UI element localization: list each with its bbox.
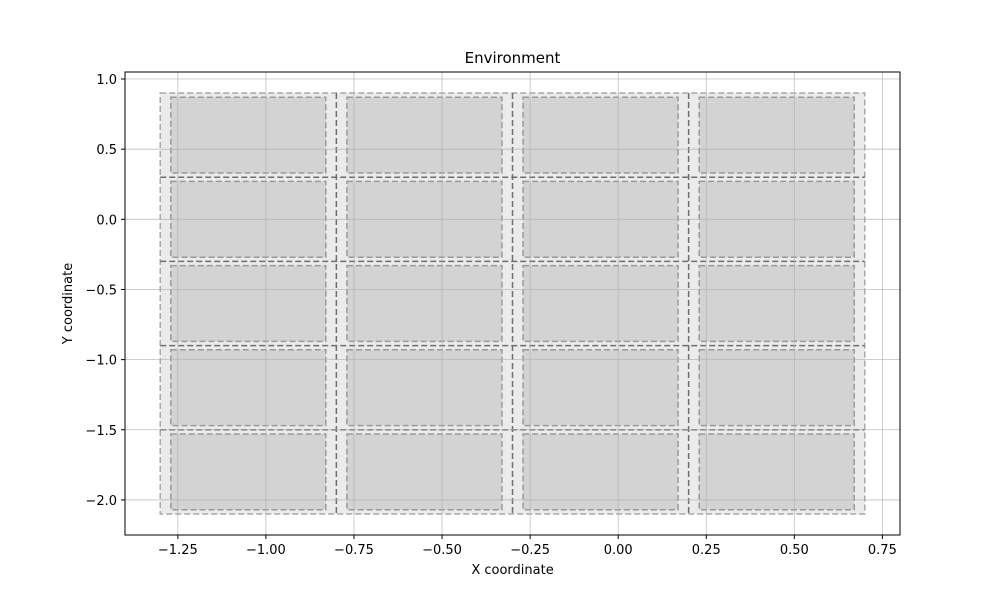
plot-area: [159, 92, 866, 515]
cell-r3-c4: [698, 264, 855, 343]
cell-r1-c2: [346, 96, 503, 174]
cell-r1-c4: [698, 96, 855, 174]
x-tick-label-7: 0.25: [692, 543, 721, 558]
y-tick-label-4: −0.5: [85, 283, 117, 298]
y-tick-label-5: −1.0: [85, 354, 117, 369]
x-axis-label: X coordinate: [471, 563, 553, 578]
x-tick-label-2: −1.00: [246, 543, 286, 558]
cell-r5-c3: [522, 433, 679, 511]
y-axis-label: Y coordinate: [61, 263, 76, 345]
x-tick-label-8: 0.50: [780, 543, 809, 558]
x-tick-label-9: 0.75: [868, 543, 897, 558]
y-tick-label-1: 1.0: [96, 73, 117, 88]
y-tick-label-6: −1.5: [85, 424, 117, 439]
cell-r3-c3: [522, 264, 679, 343]
cell-r4-c4: [698, 349, 855, 427]
x-tick-label-1: −1.25: [158, 543, 198, 558]
grid-lines: [125, 72, 900, 535]
cell-r1-c1: [170, 96, 327, 174]
x-tick-label-6: 0.00: [604, 543, 633, 558]
x-tick-label-5: −0.25: [510, 543, 550, 558]
cell-r1-c3: [522, 96, 679, 174]
chart-title: Environment: [465, 49, 561, 67]
cell-r5-c4: [698, 433, 855, 511]
y-tick-label-3: 0.0: [96, 213, 117, 228]
y-tick-label-2: 0.5: [96, 143, 117, 158]
cell-r4-c3: [522, 349, 679, 427]
cell-r4-c2: [346, 349, 503, 427]
cell-r3-c1: [170, 264, 327, 343]
y-tick-label-7: −2.0: [85, 494, 117, 509]
axes-frame: [124, 71, 901, 536]
x-tick-label-3: −0.75: [334, 543, 374, 558]
cell-r4-c1: [170, 349, 327, 427]
cell-r5-c1: [170, 433, 327, 511]
x-tick-label-4: −0.50: [422, 543, 462, 558]
cell-r5-c2: [346, 433, 503, 511]
ticks: −1.25 −1.00 −0.75 −0.50 −0.25 0.00 0.25 0.50 0.7…: [85, 73, 896, 558]
cell-r3-c2: [346, 264, 503, 343]
